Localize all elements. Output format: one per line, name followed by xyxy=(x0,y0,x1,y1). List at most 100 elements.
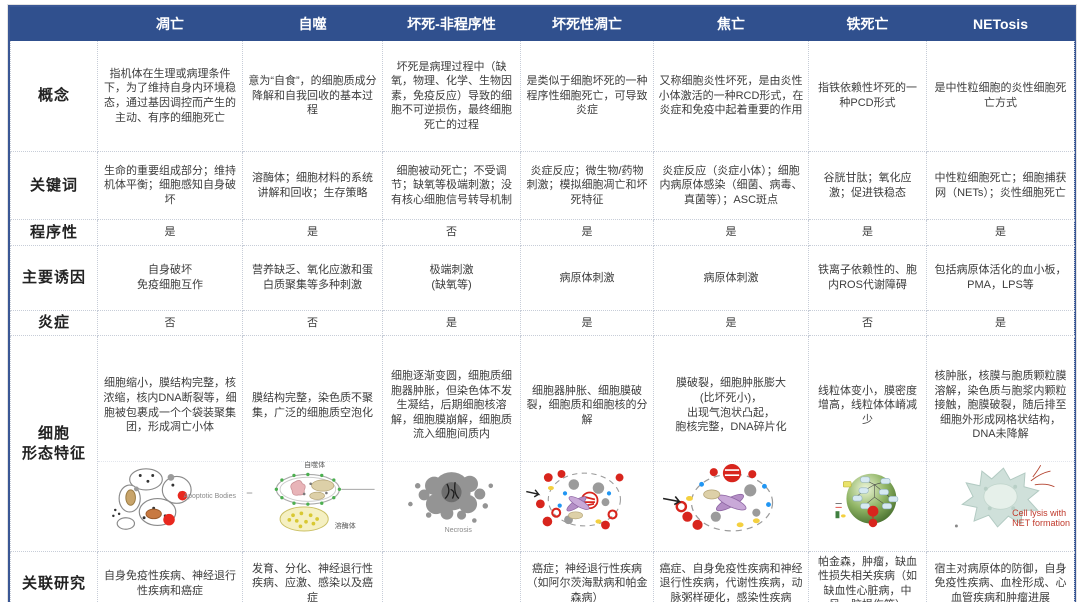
row-keywords: 关键词 生命的重要组成部分；维持机体平衡；细胞感知自身破坏 溶酶体；细胞材料的系… xyxy=(10,151,1075,220)
necrosis-caption: Necrosis xyxy=(444,527,472,535)
lysosome-caption: 溶酶体 xyxy=(334,522,356,530)
table-cell: 否 xyxy=(97,310,243,336)
table-cell: 病原体刺激 xyxy=(653,245,809,311)
morphology-text: 核肿胀，核膜与胞质颗粒膜溶解，染色质与胞浆内颗粒接触，胞膜破裂，随后排至细胞外形… xyxy=(934,370,1067,441)
table-cell: 细胞被动死亡；不受调节；缺氧等极端刺激；没有核心细胞信号转导机制 xyxy=(382,151,521,220)
morphology-text: 膜结构完整，染色质不聚集，广泛的细胞质空泡化 xyxy=(252,392,373,419)
row-morphology: 细胞 形态特征 细胞缩小，膜结构完整，核浓缩，核内DNA断裂等，细胞被包裹成一个… xyxy=(10,334,1075,553)
table-cell: 是 xyxy=(926,219,1075,246)
table-cell: 宿主对病原体的防御，自身免疫性疾病、血栓形成、心血管疾病和肿瘤进展 xyxy=(926,551,1075,602)
table-cell: 自身破坏 免疫细胞互作 xyxy=(97,245,243,311)
table-cell: 中性粒细胞死亡；细胞捕获网（NETs）；炎性细胞死亡 xyxy=(926,151,1075,220)
table-cell: 否 xyxy=(382,219,521,246)
pyroptosis-cell-icon xyxy=(662,463,774,532)
autophagosome-caption: 自噬体 xyxy=(304,461,326,469)
table-cell: 帕金森，肿瘤，缺血性损失相关疾病（如缺血性心脏病，中风，脑损伤等） xyxy=(808,551,927,602)
cell-death-comparison-table: 凋亡 自噬 坏死-非程序性 坏死性凋亡 焦亡 铁死亡 NETosis 概念 指机… xyxy=(8,5,1076,602)
autophagy-illustration: 自噬体 溶酶体 xyxy=(243,460,382,537)
table-cell: 是 xyxy=(242,219,383,246)
apoptosis-caption: Apoptotic Bodies xyxy=(183,493,236,501)
table-cell: 否 xyxy=(808,310,927,336)
table-cell: 意为“自食”，的细胞质成分降解和自我回收的基本过程 xyxy=(242,40,383,152)
row-programmed: 程序性 是 是 否 是 是 是 是 xyxy=(10,219,1075,246)
necroptosis-cell-icon xyxy=(526,469,624,529)
table-cell: 指铁依赖性坏死的一种PCD形式 xyxy=(808,40,927,152)
table-cell: 生命的重要组成部分；维持机体平衡；细胞感知自身破坏 xyxy=(97,151,243,220)
morphology-text: 膜破裂，细胞肿胀膨大 (比坏死小)， 出现气泡状凸起， 胞核完整，DNA碎片化 xyxy=(675,377,787,434)
table-cell: 病原体刺激 xyxy=(520,245,654,311)
table-cell: 核肿胀，核膜与胞质颗粒膜溶解，染色质与胞浆内颗粒接触，胞膜破裂，随后排至细胞外形… xyxy=(926,334,1075,553)
morphology-text: 细胞逐渐变圆，细胞质细胞器肿胀，但染色体不发生凝结，后期细胞核溶解，细胞膜崩解，… xyxy=(391,370,512,441)
table-cell: 是 xyxy=(926,310,1075,336)
net-formation-icon xyxy=(954,464,1055,528)
table-cell xyxy=(382,551,521,602)
row-label-triggers: 主要诱因 xyxy=(10,245,98,311)
row-label-inflammation: 炎症 xyxy=(10,310,98,336)
netosis-caption: Cell lysis with NET formation xyxy=(1012,508,1070,529)
table-cell: 细胞逐渐变圆，细胞质细胞器肿胀，但染色体不发生凝结，后期细胞核溶解，细胞膜崩解，… xyxy=(382,334,521,553)
apoptotic-bodies-icon xyxy=(112,467,192,530)
ferroptosis-illustration xyxy=(809,460,926,537)
table-cell: 是 xyxy=(653,219,809,246)
table-cell: 极端刺激 (缺氧等) xyxy=(382,245,521,311)
table-cell: 溶酶体；细胞材料的系统讲解和回收；生存策略 xyxy=(242,151,383,220)
row-label-morphology: 细胞 形态特征 xyxy=(10,334,98,553)
necrosis-illustration: Necrosis xyxy=(383,460,520,537)
table-cell: 是 xyxy=(808,219,927,246)
column-header-autophagy: 自噬 xyxy=(242,7,383,41)
table-cell: 发育、分化、神经退行性疾病、应激、感染以及癌症 xyxy=(242,551,383,602)
table-cell: 是 xyxy=(382,310,521,336)
table-cell: 是 xyxy=(520,310,654,336)
column-header-apoptosis: 凋亡 xyxy=(97,7,243,41)
table-cell: 癌症；神经退行性疾病（如阿尔茨海默病和帕金森病） xyxy=(520,551,654,602)
table-cell: 膜结构完整，染色质不聚集，广泛的细胞质空泡化 xyxy=(242,334,383,553)
table-cell: 否 xyxy=(242,310,383,336)
table-cell: 又称细胞炎性坏死，是由炎性小体激活的一种RCD形式，在炎症和免疫中起着重要的作用 xyxy=(653,40,809,152)
table-cell: 是 xyxy=(520,219,654,246)
header-row: 凋亡 自噬 坏死-非程序性 坏死性凋亡 焦亡 铁死亡 NETosis xyxy=(10,7,1075,41)
column-header-blank xyxy=(10,7,98,41)
table-cell: 炎症反应（炎症小体）；细胞内病原体感染（细菌、病毒、真菌等）；ASC斑点 xyxy=(653,151,809,220)
column-header-necrosis: 坏死-非程序性 xyxy=(382,7,521,41)
ferroptosis-pathway-icon xyxy=(835,473,899,527)
table-cell: 是 xyxy=(653,310,809,336)
table-cell: 铁离子依赖性的、胞内ROS代谢障碍 xyxy=(808,245,927,311)
row-inflammation: 炎症 否 否 是 是 是 否 是 xyxy=(10,310,1075,336)
column-header-pyroptosis: 焦亡 xyxy=(653,7,809,41)
netosis-illustration: Cell lysis with NET formation xyxy=(927,460,1074,537)
row-label-programmed: 程序性 xyxy=(10,219,98,246)
table-cell: 坏死是病理过程中（缺氧，物理、化学、生物因素，免疫反应）导致的细胞不可逆损伤，最… xyxy=(382,40,521,152)
table-cell: 细胞器肿胀、细胞膜破裂，细胞质和细胞核的分解 xyxy=(520,334,654,553)
autophagosome-icon xyxy=(246,472,375,531)
table-cell: 是中性粒细胞的炎性细胞死亡方式 xyxy=(926,40,1075,152)
comparison-table: 凋亡 自噬 坏死-非程序性 坏死性凋亡 焦亡 铁死亡 NETosis 概念 指机… xyxy=(10,7,1075,602)
morphology-text: 细胞器肿胀、细胞膜破裂，细胞质和细胞核的分解 xyxy=(526,384,648,426)
table-cell: 谷胱甘肽；氧化应激；促进铁稳态 xyxy=(808,151,927,220)
table-cell: 营养缺乏、氧化应激和蛋白质聚集等多种刺激 xyxy=(242,245,383,311)
table-cell: 是类似于细胞坏死的一种程序性细胞死亡，可导致炎症 xyxy=(520,40,654,152)
table-cell: 包括病原体活化的血小板，PMA，LPS等 xyxy=(926,245,1075,311)
table-cell: 线粒体变小，膜密度增高，线粒体体嵴减少 xyxy=(808,334,927,553)
column-header-ferroptosis: 铁死亡 xyxy=(808,7,927,41)
row-concept: 概念 指机体在生理或病理条件下，为了维持自身内环境稳态，通过基因调控而产生的主动… xyxy=(10,40,1075,152)
necrosis-blob-icon xyxy=(408,471,494,523)
table-cell: 自身免疫性疾病、神经退行性疾病和癌症 xyxy=(97,551,243,602)
table-cell: 细胞缩小，膜结构完整，核浓缩，核内DNA断裂等，细胞被包裹成一个个袋装聚集团，形… xyxy=(97,334,243,553)
row-label-research: 关联研究 xyxy=(10,551,98,602)
row-label-keywords: 关键词 xyxy=(10,151,98,220)
row-triggers: 主要诱因 自身破坏 免疫细胞互作 营养缺乏、氧化应激和蛋白质聚集等多种刺激 极端… xyxy=(10,245,1075,311)
table-cell: 癌症、自身免疫性疾病和神经退行性疾病，代谢性疾病，动脉粥样硬化，感染性疾病 xyxy=(653,551,809,602)
row-research: 关联研究 自身免疫性疾病、神经退行性疾病和癌症 发育、分化、神经退行性疾病、应激… xyxy=(10,551,1075,602)
pyroptosis-illustration xyxy=(654,460,808,537)
table-cell: 膜破裂，细胞肿胀膨大 (比坏死小)， 出现气泡状凸起， 胞核完整，DNA碎片化 xyxy=(653,334,809,553)
necroptosis-illustration xyxy=(521,460,653,537)
table-cell: 炎症反应；微生物/药物刺激；模拟细胞凋亡和坏死特征 xyxy=(520,151,654,220)
table-cell: 是 xyxy=(97,219,243,246)
column-header-necroptosis: 坏死性凋亡 xyxy=(520,7,654,41)
table-cell: 指机体在生理或病理条件下，为了维持自身内环境稳态，通过基因调控而产生的主动、有序… xyxy=(97,40,243,152)
apoptosis-illustration: Apoptotic Bodies xyxy=(98,460,242,537)
morphology-text: 线粒体变小，膜密度增高，线粒体体嵴减少 xyxy=(818,384,917,426)
column-header-netosis: NETosis xyxy=(926,7,1075,41)
morphology-text: 细胞缩小，膜结构完整，核浓缩，核内DNA断裂等，细胞被包裹成一个个袋装聚集团，形… xyxy=(103,377,237,434)
